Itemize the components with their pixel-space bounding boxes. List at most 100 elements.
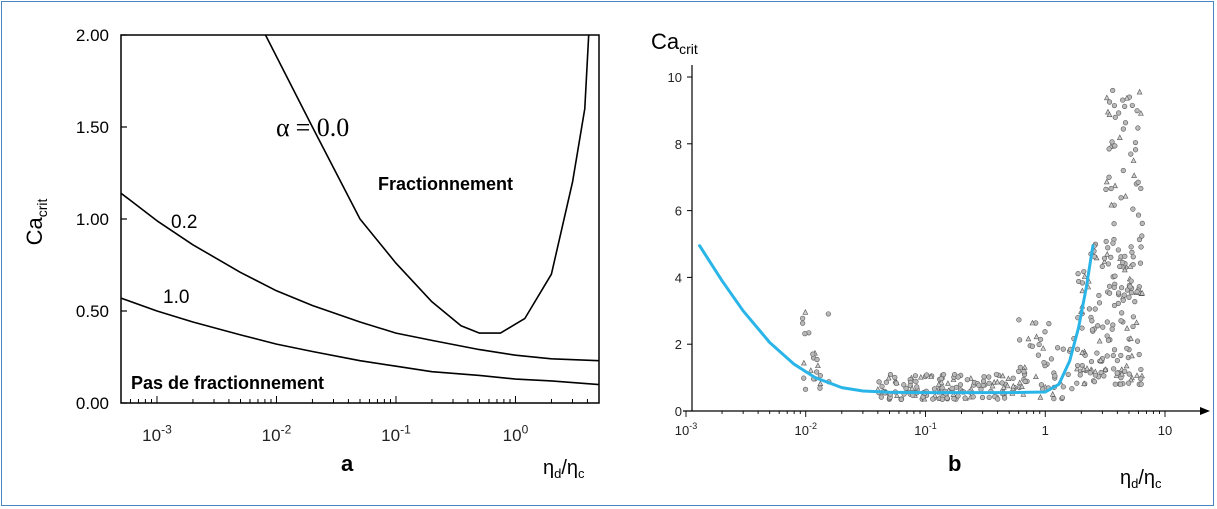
data-point [1108, 185, 1114, 192]
data-point [1136, 236, 1143, 243]
data-point [1136, 351, 1142, 358]
data-point-triangle [938, 379, 945, 385]
data-point [1122, 253, 1128, 259]
x-tick-label: 10 [1158, 423, 1172, 438]
data-point-triangle [1029, 319, 1036, 326]
data-point [883, 379, 889, 385]
data-point [1122, 368, 1128, 374]
data-point-triangle [1037, 394, 1044, 400]
data-point [912, 373, 919, 379]
panel-a-xlabel: ηd/ηc [543, 457, 585, 481]
data-point-triangle [1010, 382, 1017, 389]
panel-a-ylabel: Cacrit [22, 199, 50, 246]
data-point [1074, 346, 1081, 352]
data-point [938, 375, 944, 382]
data-point-triangle [1106, 111, 1113, 118]
data-point [1138, 244, 1144, 250]
data-point [955, 393, 961, 399]
data-point-triangle [1102, 366, 1109, 372]
data-point [801, 375, 807, 381]
data-point-triangle [1079, 349, 1086, 355]
data-point [1106, 146, 1112, 152]
x-tick-label: 10-3 [142, 422, 172, 445]
data-point-triangle [989, 382, 996, 389]
data-point [1120, 259, 1126, 266]
data-point [1101, 373, 1107, 379]
y-tick-label: 2.00 [76, 26, 109, 45]
data-point-triangle [885, 374, 892, 381]
data-point-triangle [1123, 94, 1130, 101]
data-point [1135, 125, 1141, 131]
data-point [892, 374, 898, 381]
data-point-triangle [1074, 365, 1080, 372]
data-point [1089, 318, 1095, 324]
data-point [1059, 395, 1066, 401]
data-point [1065, 371, 1071, 378]
data-point [980, 378, 987, 384]
data-point-triangle [1133, 319, 1140, 325]
y-tick-label: 10 [668, 70, 682, 85]
y-tick-label: 8 [675, 137, 682, 152]
data-point-triangle [909, 385, 915, 391]
data-point [955, 374, 961, 380]
data-point [1135, 212, 1142, 218]
data-point [817, 372, 823, 379]
data-point [1110, 240, 1116, 246]
data-point [1038, 382, 1045, 388]
data-point-triangle [1127, 335, 1134, 341]
data-point [893, 380, 900, 386]
data-point [1112, 273, 1118, 279]
data-point [1052, 373, 1058, 379]
data-point-triangle [1005, 375, 1012, 382]
data-point [1105, 261, 1111, 267]
data-point [1127, 284, 1133, 290]
data-point [1096, 292, 1102, 299]
data-point [800, 315, 806, 321]
x-tick-label: 10-1 [381, 422, 411, 445]
data-point-triangle [1097, 357, 1104, 363]
data-point [944, 395, 950, 401]
data-point [1138, 366, 1144, 373]
y-tick-label: 0.00 [76, 394, 109, 413]
data-point [1106, 99, 1113, 105]
data-point [1105, 245, 1111, 251]
data-point [986, 394, 992, 401]
data-point-triangle [1131, 172, 1138, 178]
data-point [976, 382, 982, 388]
data-point [1130, 323, 1136, 330]
data-point [1060, 346, 1066, 352]
data-point [951, 396, 957, 402]
data-point [1111, 366, 1117, 372]
data-point [901, 382, 907, 388]
data-point [1111, 221, 1117, 227]
data-point [1002, 395, 1008, 401]
data-point [1081, 268, 1087, 275]
panel-b-xlabel: ηd/ηc [1120, 467, 1162, 491]
data-point [1114, 370, 1120, 376]
data-point [1106, 174, 1112, 180]
panel-b-x-axis-arrow [1200, 407, 1210, 415]
data-point [1101, 255, 1108, 261]
data-point [1119, 310, 1125, 316]
panel-b: 0 2 4 6 8 10 10-3 10-2 10-1 1 10 Cacrit b ηd/ηc [651, 29, 1210, 491]
data-point [1035, 352, 1041, 358]
data-point-triangle [1004, 382, 1011, 389]
data-point-triangle [917, 373, 924, 380]
data-point [1096, 300, 1103, 306]
data-point [1104, 353, 1110, 359]
data-point [1089, 327, 1095, 333]
data-point [1118, 318, 1124, 324]
fit-curve [698, 244, 1095, 395]
data-point [1112, 381, 1118, 387]
data-point-triangle [1081, 380, 1088, 386]
x-tick-label: 100 [503, 422, 529, 445]
data-point [1095, 323, 1101, 329]
data-point [1074, 362, 1081, 369]
y-tick-label: 1.00 [76, 210, 109, 229]
data-point [939, 396, 946, 402]
data-point [941, 371, 947, 378]
x-tick-label: 10-2 [262, 422, 292, 445]
data-point-triangle [1040, 345, 1047, 351]
data-point [1130, 314, 1137, 320]
